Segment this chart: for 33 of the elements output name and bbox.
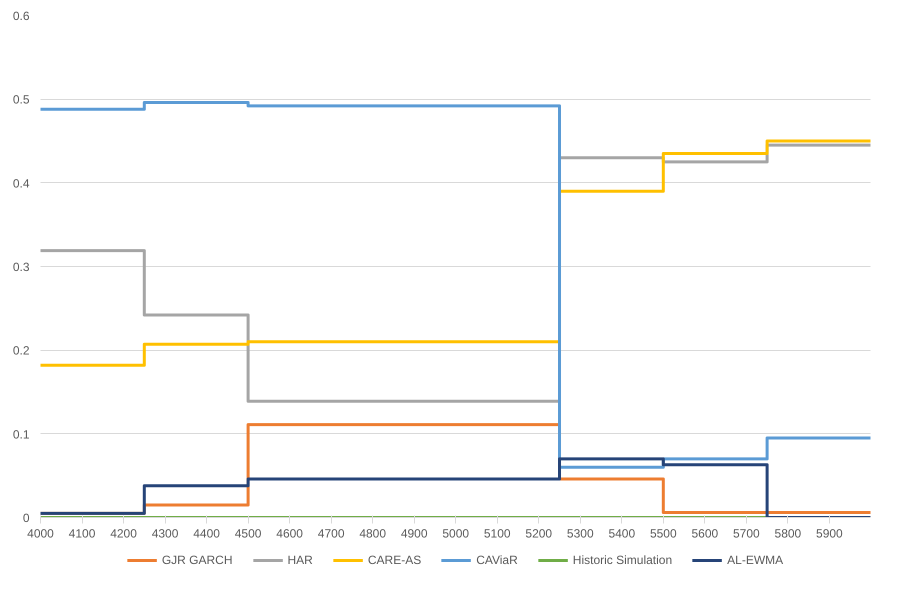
x-tick-label: 4900 bbox=[400, 526, 428, 540]
x-tick-label: 5300 bbox=[566, 526, 594, 540]
x-tick-label: 4000 bbox=[27, 526, 54, 540]
x-tick-label: 5200 bbox=[525, 526, 552, 540]
x-tick-label: 4400 bbox=[193, 526, 220, 540]
x-tick-label: 5800 bbox=[774, 526, 802, 540]
x-tick-label: 4300 bbox=[152, 526, 179, 540]
x-tick-label: 4500 bbox=[234, 526, 262, 540]
y-tick-label: 0.2 bbox=[12, 344, 30, 358]
x-tick-label: 4200 bbox=[110, 526, 138, 540]
x-tick-label: 5100 bbox=[484, 526, 511, 540]
x-tick-label: 4100 bbox=[68, 526, 96, 540]
x-tick-label: 4700 bbox=[318, 526, 345, 540]
y-tick-label: 0 bbox=[22, 511, 30, 525]
x-tick-label: 5600 bbox=[691, 526, 719, 540]
legend-label: HAR bbox=[288, 553, 313, 567]
legend-label: GJR GARCH bbox=[162, 553, 233, 567]
y-tick-label: 0.4 bbox=[12, 176, 30, 190]
x-tick-label: 5500 bbox=[650, 526, 677, 540]
y-tick-label: 0.5 bbox=[12, 92, 30, 107]
legend-label: AL-EWMA bbox=[727, 553, 784, 567]
x-tick-label: 5000 bbox=[442, 526, 470, 540]
legend-label: CARE-AS bbox=[368, 553, 422, 567]
x-tick-label: 5400 bbox=[608, 526, 636, 540]
x-tick-label: 4800 bbox=[359, 526, 386, 540]
x-tick-label: 5700 bbox=[733, 526, 760, 540]
y-tick-label: 0.1 bbox=[12, 427, 30, 442]
x-tick-label: 4600 bbox=[276, 526, 304, 540]
x-tick-label: 5900 bbox=[816, 526, 844, 540]
legend-label: Historic Simulation bbox=[572, 553, 672, 567]
y-tick-label: 0.3 bbox=[12, 260, 30, 274]
y-tick-label: 0.6 bbox=[12, 9, 30, 23]
legend-label: CAViaR bbox=[476, 553, 518, 567]
